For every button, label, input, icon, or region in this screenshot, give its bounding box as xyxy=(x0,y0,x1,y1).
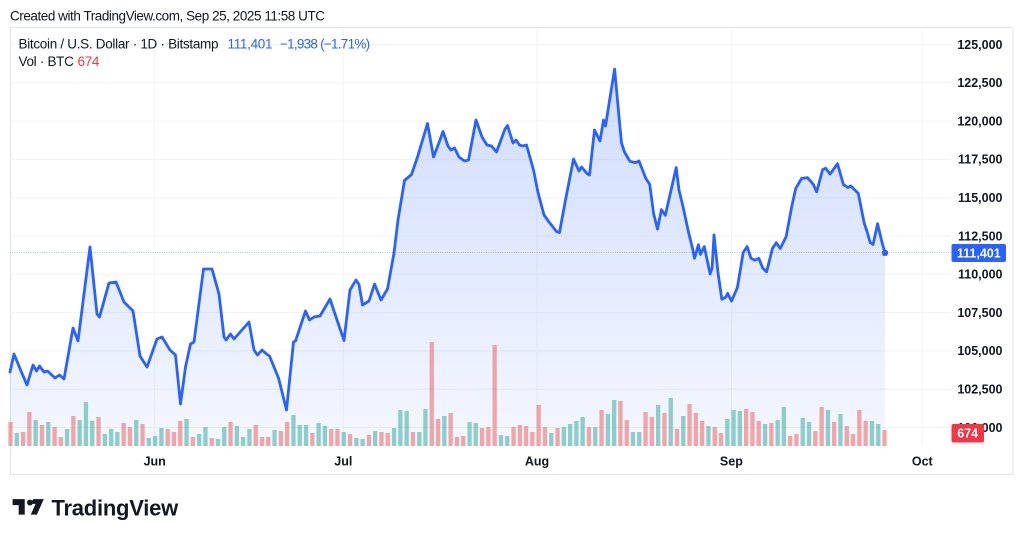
svg-text:111,401 −1,938 (−1.71%): 111,401 −1,938 (−1.71%) xyxy=(228,37,370,52)
svg-text:105,000: 105,000 xyxy=(957,344,1002,358)
svg-text:Sep: Sep xyxy=(720,455,743,469)
svg-text:Jun: Jun xyxy=(144,455,166,469)
svg-text:Vol · BTC: Vol · BTC xyxy=(19,54,75,69)
svg-text:Jul: Jul xyxy=(334,455,352,469)
svg-text:125,000: 125,000 xyxy=(957,38,1002,52)
svg-text:Oct: Oct xyxy=(912,455,934,469)
svg-text:674: 674 xyxy=(78,54,100,69)
svg-text:117,500: 117,500 xyxy=(958,153,1003,167)
svg-text:111,401: 111,401 xyxy=(957,246,1001,260)
svg-text:Created with TradingView.com,: Created with TradingView.com, Sep 25, 20… xyxy=(10,9,325,24)
svg-text:122,500: 122,500 xyxy=(957,76,1002,90)
svg-text:Bitcoin / U.S. Dollar · 1D · B: Bitcoin / U.S. Dollar · 1D · Bitstamp xyxy=(19,37,219,52)
svg-text:102,500: 102,500 xyxy=(957,383,1002,397)
svg-text:120,000: 120,000 xyxy=(957,114,1002,128)
svg-text:674: 674 xyxy=(957,427,978,441)
svg-text:107,500: 107,500 xyxy=(957,306,1002,320)
svg-text:115,000: 115,000 xyxy=(958,191,1003,205)
svg-text:112,500: 112,500 xyxy=(958,229,1003,243)
svg-text:Aug: Aug xyxy=(525,455,549,469)
svg-text:TradingView: TradingView xyxy=(52,495,180,520)
svg-text:110,000: 110,000 xyxy=(958,268,1003,282)
